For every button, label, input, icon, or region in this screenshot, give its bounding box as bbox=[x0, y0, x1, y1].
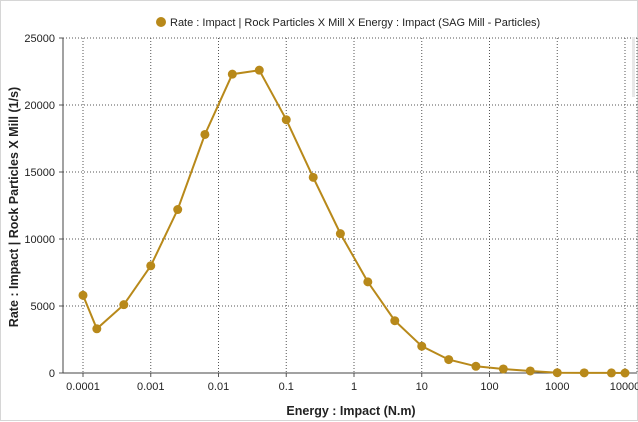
data-point bbox=[498, 364, 508, 374]
x-tick-label: 0.0001 bbox=[66, 381, 100, 393]
data-point bbox=[254, 65, 264, 75]
legend-label: Rate : Impact | Rock Particles X Mill X … bbox=[170, 17, 540, 29]
y-tick-label: 10000 bbox=[24, 234, 55, 246]
data-point bbox=[281, 115, 291, 125]
y-axis-title: Rate : Impact | Rock Particles X Mill (1… bbox=[7, 87, 21, 327]
data-point bbox=[417, 341, 427, 351]
data-point bbox=[335, 229, 345, 239]
data-point bbox=[173, 205, 183, 215]
axes bbox=[59, 37, 637, 377]
data-point bbox=[471, 361, 481, 371]
data-point bbox=[525, 366, 535, 376]
data-point bbox=[552, 368, 562, 378]
data-point bbox=[78, 290, 88, 300]
x-tick-label: 100 bbox=[480, 381, 498, 393]
data-point bbox=[620, 368, 630, 378]
x-tick-label: 0.01 bbox=[208, 381, 229, 393]
tick-labels: 0 5000 10000 15000 20000 25000 0.0001 0.001 0.01… bbox=[24, 33, 638, 393]
series-line bbox=[82, 69, 626, 374]
data-point bbox=[227, 69, 237, 79]
y-tick-label: 25000 bbox=[24, 33, 55, 45]
y-tick-label: 0 bbox=[49, 368, 55, 380]
data-point bbox=[606, 368, 616, 378]
data-point bbox=[146, 261, 156, 271]
x-tick-label: 10 bbox=[416, 381, 428, 393]
x-tick-label: 0.001 bbox=[137, 381, 165, 393]
grid bbox=[63, 37, 638, 373]
legend: Rate : Impact | Rock Particles X Mill X … bbox=[156, 17, 540, 29]
y-tick-label: 20000 bbox=[24, 100, 55, 112]
legend-marker-icon bbox=[156, 17, 166, 27]
x-tick-label: 1 bbox=[351, 381, 357, 393]
data-point bbox=[579, 368, 589, 378]
x-axis-title: Energy : Impact (N.m) bbox=[286, 404, 415, 418]
x-tick-label: 1000 bbox=[545, 381, 569, 393]
data-point bbox=[200, 129, 210, 139]
data-point bbox=[363, 277, 373, 287]
vertical-scrollbar[interactable] bbox=[632, 37, 635, 97]
data-point bbox=[444, 355, 454, 365]
data-point bbox=[119, 300, 129, 310]
x-tick-label: 0.1 bbox=[279, 381, 294, 393]
y-tick-label: 15000 bbox=[24, 167, 55, 179]
data-point bbox=[308, 172, 318, 182]
data-point bbox=[92, 324, 102, 334]
x-tick-label: 10000 bbox=[610, 381, 638, 393]
series-layer bbox=[78, 65, 630, 378]
data-point bbox=[390, 316, 400, 326]
y-tick-label: 5000 bbox=[31, 301, 55, 313]
